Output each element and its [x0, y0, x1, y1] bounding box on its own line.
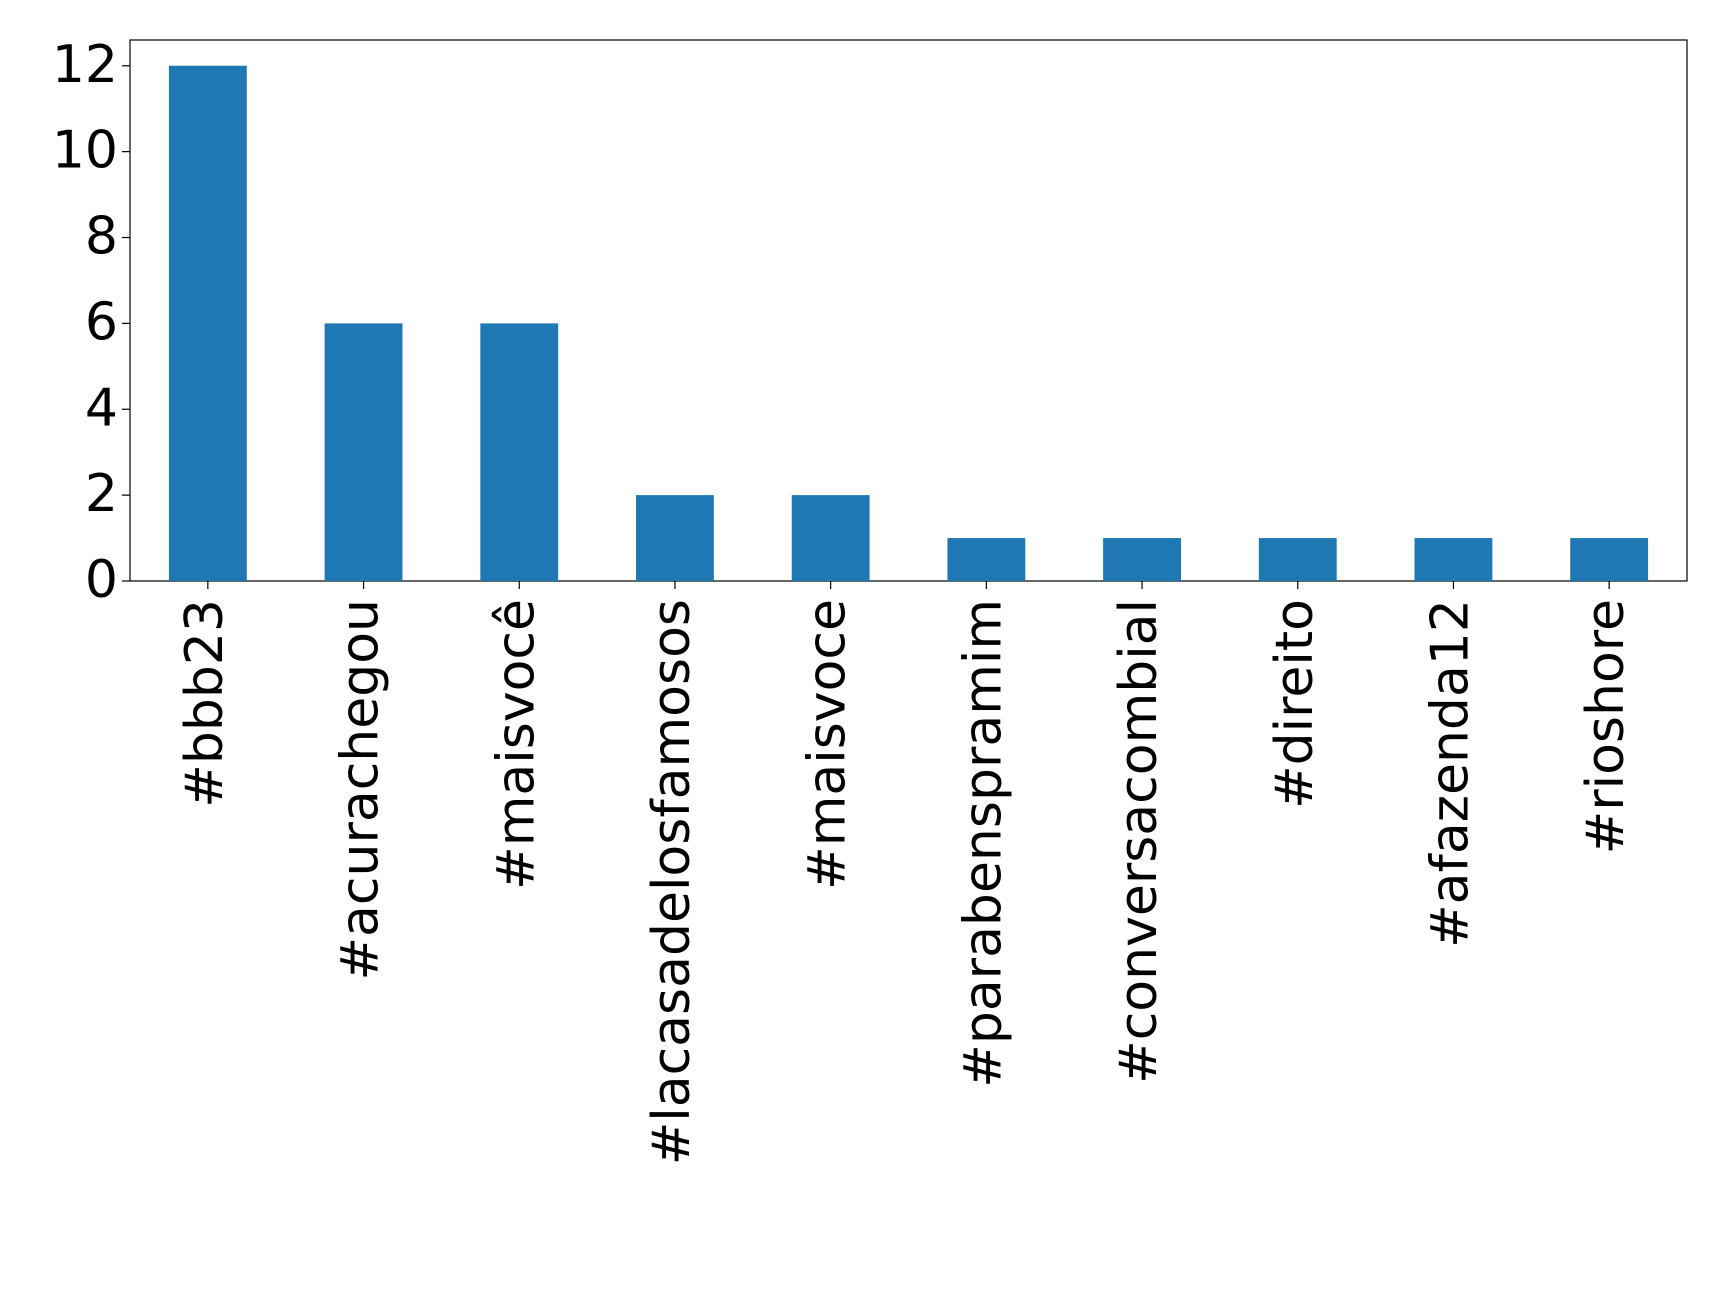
x-tick-label: #lacasadelosfamosos: [642, 599, 702, 1165]
x-tick-label: #rioshore: [1576, 599, 1636, 854]
y-tick-label: 10: [52, 121, 118, 181]
bar: [791, 495, 870, 581]
x-tick-label: #maisvocê: [486, 599, 546, 890]
x-tick-label: #afazenda12: [1420, 599, 1480, 948]
x-tick-label: #conversacombial: [1109, 599, 1169, 1084]
x-tick-label: #acurachegou: [331, 599, 391, 981]
x-tick-label: #direito: [1265, 599, 1325, 809]
x-tick-label: #bbb23: [175, 599, 235, 808]
y-tick-label: 8: [85, 207, 118, 267]
plot-frame: [129, 39, 1688, 582]
bar: [636, 495, 714, 581]
x-tick-label: #maisvoce: [798, 599, 858, 890]
bar: [324, 323, 403, 581]
bar: [947, 538, 1026, 581]
y-tick-label: 12: [52, 35, 118, 95]
bar: [1258, 538, 1337, 581]
y-tick-label: 0: [85, 550, 118, 610]
y-tick-label: 4: [85, 378, 118, 438]
bar: [1414, 538, 1493, 581]
bar: [480, 323, 559, 581]
y-tick-label: 2: [85, 464, 118, 524]
bar: [1103, 538, 1181, 581]
x-tick-label: #parabenspramim: [953, 599, 1013, 1088]
bar: [168, 65, 247, 581]
bar: [1570, 538, 1649, 581]
y-tick-label: 6: [85, 292, 118, 352]
